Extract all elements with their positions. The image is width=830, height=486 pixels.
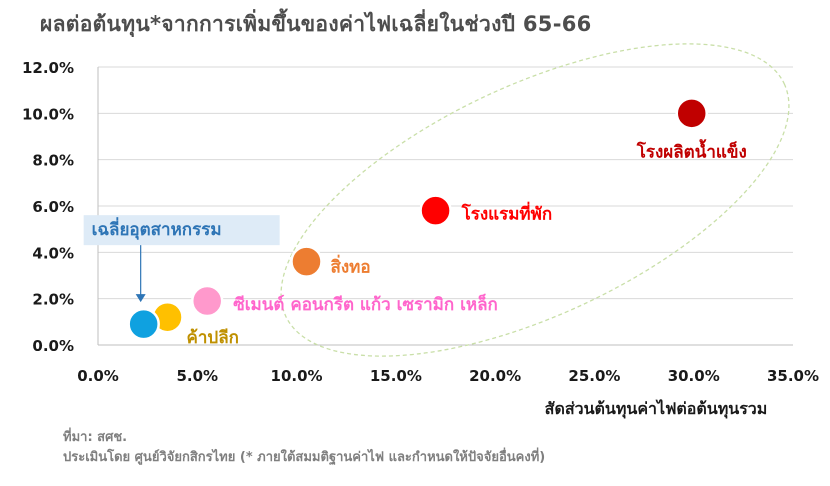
data-point xyxy=(190,284,224,318)
y-tick-label: 8.0% xyxy=(32,152,74,170)
y-tick-label: 6.0% xyxy=(32,198,74,216)
x-tick-label: 10.0% xyxy=(271,367,323,385)
x-axis-title: สัดส่วนต้นทุนค่าไฟต่อต้นทุนรวม xyxy=(545,399,768,419)
data-point xyxy=(675,97,708,130)
x-tick-label: 20.0% xyxy=(469,367,521,385)
x-tick-label: 35.0% xyxy=(767,367,819,385)
data-point-marker xyxy=(127,307,160,341)
data-point-marker xyxy=(675,97,708,130)
x-tick-label: 0.0% xyxy=(77,367,119,385)
point-labels: โรงผลิตน้ำแข็งโรงแรมที่พักสิ่งทอซีเมนต์ … xyxy=(83,138,747,348)
callout-arrowhead xyxy=(135,294,146,303)
highlight-ellipse-layer xyxy=(280,43,790,357)
callout-box xyxy=(83,215,280,246)
points xyxy=(127,97,708,341)
axes: 0.0% 2.0% 4.0% 6.0% 8.0% 10.0% 12.0% 0.0% 5.0% 10… xyxy=(22,59,819,419)
source-line-1: ที่มา: สศช. xyxy=(63,430,128,445)
x-tick-label: 15.0% xyxy=(370,367,422,385)
y-tick-label: 4.0% xyxy=(32,244,74,262)
source-line-2: ประเมินโดย ศูนย์วิจัยกสิกรไทย (* ภายใต้ส… xyxy=(63,450,546,465)
point-label: เฉลี่ยอุตสาหกรรม xyxy=(92,217,222,240)
point-label: โรงแรมที่พัก xyxy=(461,202,553,225)
x-tick-label: 5.0% xyxy=(176,367,218,385)
point-label: สิ่งทอ xyxy=(331,255,371,278)
chart-title: ผลต่อต้นทุน*จากการเพิ่มขึ้นของค่าไฟเฉลี่… xyxy=(40,12,592,36)
point-label: ซีเมนต์ คอนกรีต แก้ว เซรามิก เหล็ก xyxy=(233,292,498,315)
data-point xyxy=(419,194,452,227)
x-tick-label: 30.0% xyxy=(668,367,720,385)
y-tick-label: 12.0% xyxy=(22,59,74,77)
data-point-marker xyxy=(419,194,452,227)
data-point-marker xyxy=(190,284,224,318)
data-point xyxy=(127,307,160,341)
y-tick-label: 10.0% xyxy=(22,105,74,123)
data-point-marker xyxy=(290,245,323,278)
point-label: ค้าปลีก xyxy=(187,327,239,348)
data-point xyxy=(290,245,323,278)
x-tick-label: 25.0% xyxy=(568,367,620,385)
y-tick-label: 2.0% xyxy=(32,291,74,309)
source-note: ที่มา: สศช. ประเมินโดย ศูนย์วิจัยกสิกรไท… xyxy=(63,428,545,468)
y-tick-label: 0.0% xyxy=(32,337,74,355)
highlight-ellipse xyxy=(280,43,790,357)
point-label: โรงผลิตน้ำแข็ง xyxy=(636,138,747,162)
